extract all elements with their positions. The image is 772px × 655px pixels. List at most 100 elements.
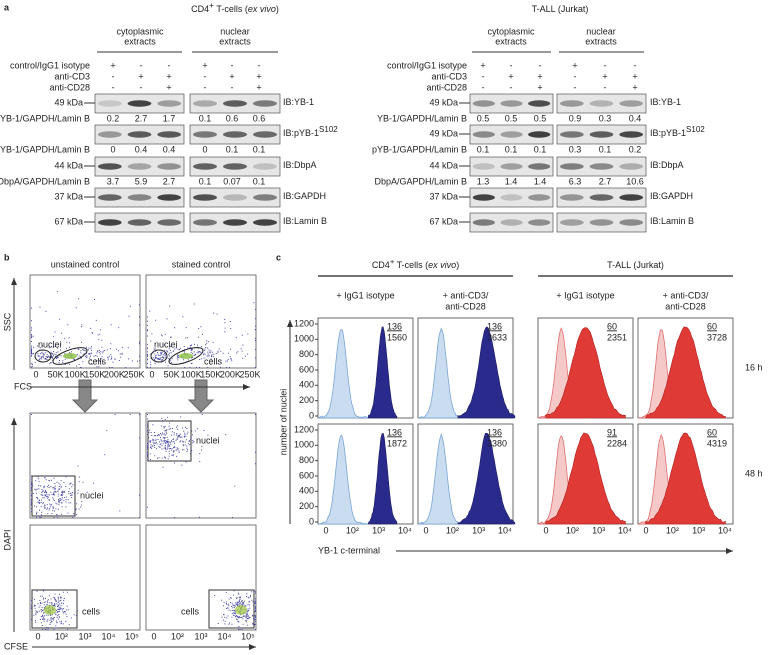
gate-label: nuclei <box>38 339 62 349</box>
blot-band <box>97 219 122 226</box>
row-label: 48 h <box>745 468 763 478</box>
title-part: CD4 <box>372 260 390 270</box>
blot-band <box>253 163 277 170</box>
y-tick-label: 400 <box>299 380 314 390</box>
gate-box <box>208 589 255 629</box>
title-part: CD4 <box>191 4 209 14</box>
extract-label: extracts <box>219 36 251 46</box>
condition-sign: - <box>231 60 234 70</box>
condition-sign: + <box>572 60 577 70</box>
control-histogram <box>317 329 370 419</box>
condition-sign: - <box>112 71 115 81</box>
box-count-top: 136 <box>387 321 402 331</box>
column-label: anti-CD28 <box>445 301 486 311</box>
quant-value: 0.07 <box>223 176 241 186</box>
blot-band <box>472 100 495 107</box>
y-tick-label: 200 <box>299 501 314 511</box>
x-tick-label: 10³ <box>472 525 485 535</box>
scatter-dots <box>31 414 140 518</box>
scatter-plot <box>145 412 257 519</box>
blot-band <box>223 100 247 107</box>
ib-label: IB:pYB-1S102 <box>283 125 338 138</box>
gate-label: cells <box>204 356 223 366</box>
blot-band <box>97 100 122 107</box>
x-tick-label: 10² <box>171 631 184 641</box>
column-label: unstained control <box>51 259 120 269</box>
blot-band <box>500 219 523 226</box>
quant-value: 0.2 <box>629 144 642 154</box>
quant-value: 5.9 <box>135 176 148 186</box>
title-part: ) <box>276 4 279 14</box>
condition-sign: + <box>632 71 637 81</box>
x-tick-label: 10⁴ <box>618 525 632 535</box>
kda-label: 37 kDa <box>429 191 458 201</box>
x-tick-label: 50K <box>48 369 64 379</box>
box-count-top: 136 <box>487 321 502 331</box>
quant-value: 0.4 <box>135 144 148 154</box>
gate-label: nuclei <box>196 435 220 445</box>
box-count-top: 60 <box>607 321 617 331</box>
quant-value: 0.1 <box>534 144 547 154</box>
condition-sign: - <box>539 60 542 70</box>
quant-value: 0.5 <box>534 113 547 123</box>
x-tick-label: 0 <box>35 631 40 641</box>
quant-value: 0.3 <box>569 144 582 154</box>
blot-band <box>193 131 217 138</box>
quant-value: 0 <box>202 144 207 154</box>
quant-value: 0.3 <box>599 113 612 123</box>
blot-band <box>528 219 551 226</box>
axis-label: SSC <box>2 312 12 331</box>
blot-band <box>500 100 523 107</box>
cells-core <box>63 353 77 359</box>
x-tick-label: 50K <box>164 369 180 379</box>
x-tick-label: 0 <box>643 525 648 535</box>
axis-label: YB-1 c-terminal <box>318 545 380 555</box>
quant-value: 0.1 <box>253 176 266 186</box>
y-tick-label: 400 <box>299 486 314 496</box>
box-count-top: 91 <box>607 427 617 437</box>
blot-band <box>97 163 122 170</box>
group-title: T-ALL (Jurkat) <box>532 4 589 14</box>
condition-sign: + <box>602 71 607 81</box>
group-title: T-ALL (Jurkat) <box>607 260 664 270</box>
condition-sign: + <box>256 82 261 92</box>
quant-value: 1.4 <box>534 176 547 186</box>
y-tick-label: 800 <box>299 455 314 465</box>
blot-band <box>193 219 217 226</box>
extract-label: extracts <box>585 36 617 46</box>
stained-histogram <box>457 326 516 419</box>
ib-text: IB:YB-1 <box>283 97 314 107</box>
condition-label: anti-CD3 <box>431 71 467 81</box>
blot-band <box>559 100 584 107</box>
blot-band <box>193 100 217 107</box>
extract-label: cytoplasmic <box>487 26 535 36</box>
quant-label: DbpA/GAPDH/Lamin B <box>0 176 90 186</box>
ib-label: IB:DbpA <box>650 160 684 170</box>
condition-sign: + <box>110 60 115 70</box>
blot-band <box>528 194 551 201</box>
box-count-bottom: 3380 <box>487 438 507 448</box>
condition-sign: - <box>482 82 485 92</box>
ib-sup: S102 <box>686 125 705 134</box>
condition-sign: + <box>480 60 485 70</box>
blot-band <box>127 163 152 170</box>
column-label: + anti-CD3/ <box>663 290 709 300</box>
blot-band <box>589 131 614 138</box>
scatter-plot <box>29 412 141 519</box>
quant-value: 0.1 <box>477 144 490 154</box>
x-tick-label: 250K <box>239 369 260 379</box>
column-label: stained control <box>172 259 231 269</box>
x-tick-label: 10³ <box>692 525 705 535</box>
quant-value: 1.4 <box>505 176 518 186</box>
kda-label: 49 kDa <box>54 97 83 107</box>
blot-band <box>619 219 644 226</box>
x-tick-label: 150K <box>84 369 105 379</box>
blot-band <box>559 131 584 138</box>
ib-sup: S102 <box>319 125 338 134</box>
quant-value: 0.1 <box>599 144 612 154</box>
kda-label: 37 kDa <box>54 191 83 201</box>
condition-sign: - <box>112 82 115 92</box>
extract-label: nuclear <box>220 26 250 36</box>
quant-label: DbpA/GAPDH/Lamin B <box>374 176 467 186</box>
blot-band <box>253 219 277 226</box>
